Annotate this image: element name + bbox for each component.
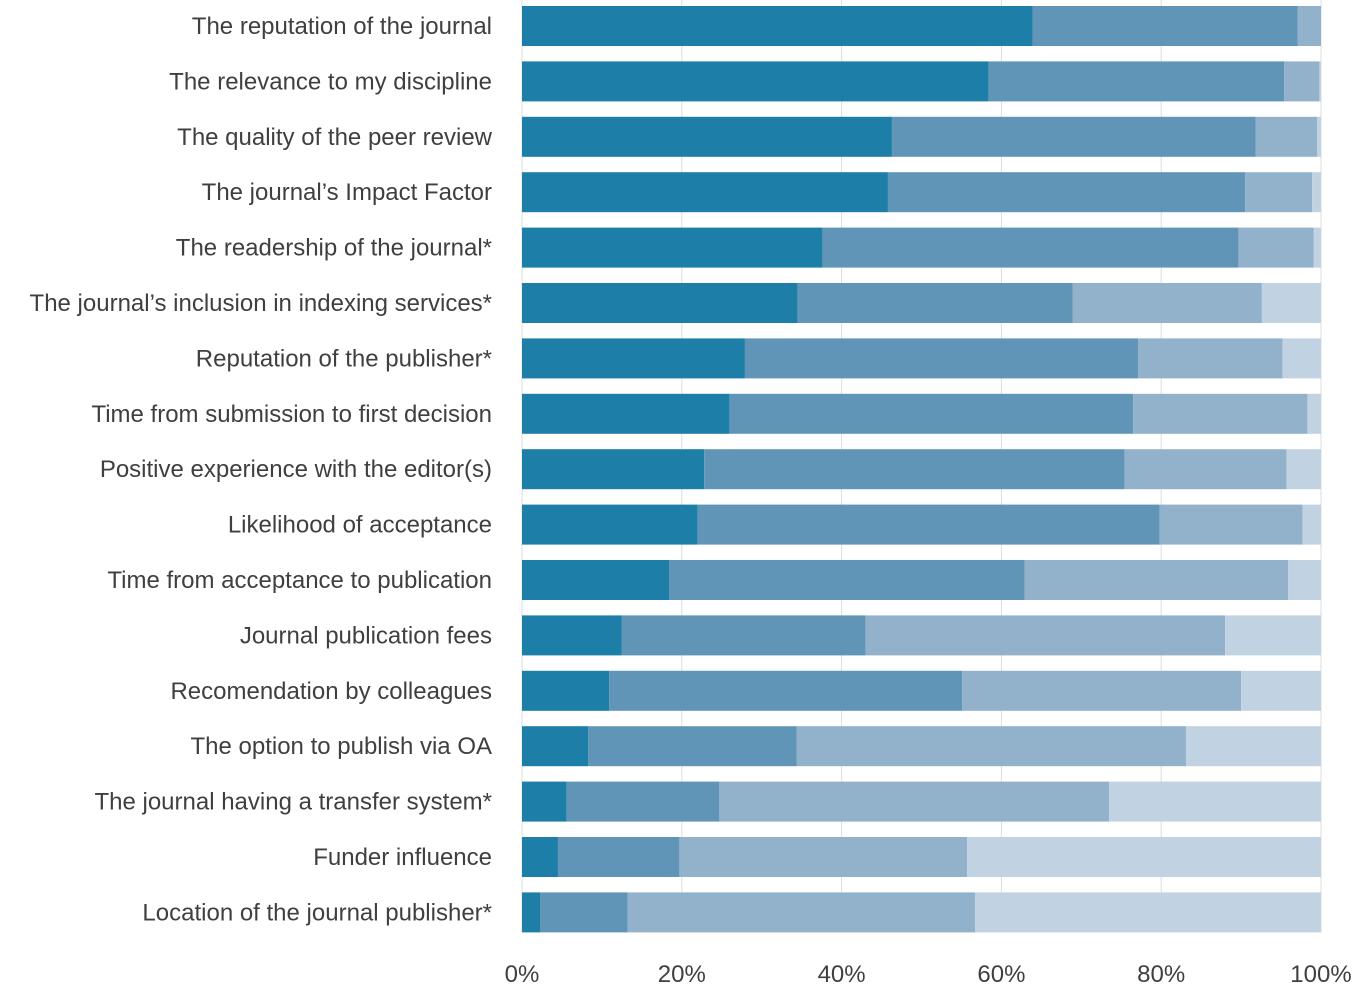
bar-segment-row13-series0 bbox=[522, 726, 589, 767]
bar-segment-row13-series3 bbox=[1185, 726, 1321, 767]
x-tick-label-0: 0% bbox=[505, 961, 540, 984]
category-label-12: Recomendation by colleagues bbox=[170, 678, 492, 705]
bar-segment-row16-series0 bbox=[522, 892, 541, 933]
bar-segment-row10-series1 bbox=[669, 560, 1025, 600]
bar-segment-row7-series0 bbox=[522, 393, 730, 434]
bar-segment-row4-series3 bbox=[1313, 227, 1321, 268]
bar-segment-row6-series1 bbox=[744, 338, 1139, 379]
bar-segment-row7-series1 bbox=[729, 393, 1134, 434]
x-tick-label-4: 80% bbox=[1137, 961, 1185, 984]
bar-segment-row15-series0 bbox=[522, 837, 558, 877]
bar-segment-row13-series1 bbox=[588, 726, 797, 767]
bar-segment-row4-series2 bbox=[1238, 227, 1314, 268]
bar-segment-row11-series1 bbox=[621, 615, 866, 656]
category-label-4: The readership of the journal* bbox=[176, 235, 492, 262]
category-label-1: The relevance to my discipline bbox=[169, 68, 492, 95]
bar-segment-row6-series0 bbox=[522, 338, 745, 379]
bar-segment-row14-series3 bbox=[1109, 781, 1321, 822]
bar-segment-row9-series0 bbox=[522, 504, 698, 545]
x-tick-label-2: 40% bbox=[818, 961, 866, 984]
category-label-3: The journal’s Impact Factor bbox=[202, 179, 492, 206]
bar-segment-row15-series2 bbox=[679, 837, 968, 877]
x-tick-label-5: 100% bbox=[1290, 961, 1351, 984]
bar-segment-row1-series1 bbox=[988, 61, 1285, 102]
category-label-16: Location of the journal publisher* bbox=[142, 899, 492, 926]
bar-segment-row12-series2 bbox=[962, 670, 1242, 711]
bar-segment-row11-series3 bbox=[1225, 615, 1321, 656]
bar-segment-row3-series2 bbox=[1245, 172, 1313, 213]
bar-segment-row9-series1 bbox=[697, 504, 1160, 545]
bar-segment-row5-series2 bbox=[1072, 283, 1262, 323]
bar-segment-row15-series1 bbox=[557, 837, 680, 877]
bar-segment-row12-series1 bbox=[609, 670, 963, 711]
category-label-7: Time from submission to first decision bbox=[91, 401, 492, 428]
bar-segment-row14-series1 bbox=[566, 781, 720, 822]
category-label-14: The journal having a transfer system* bbox=[94, 789, 492, 816]
bar-segment-row14-series0 bbox=[522, 781, 567, 822]
bars bbox=[522, 6, 1321, 933]
bar-segment-row16-series2 bbox=[627, 892, 976, 933]
category-label-5: The journal’s inclusion in indexing serv… bbox=[30, 290, 492, 317]
bar-segment-row5-series1 bbox=[797, 283, 1073, 323]
bar-segment-row2-series1 bbox=[891, 116, 1256, 157]
bar-segment-row3-series3 bbox=[1312, 172, 1321, 213]
x-tick-label-3: 60% bbox=[977, 961, 1025, 984]
bar-segment-row8-series0 bbox=[522, 449, 705, 490]
bar-segment-row6-series2 bbox=[1138, 338, 1283, 379]
x-axis-ticks: 0% 20% 40% 60% 80% 100% bbox=[505, 961, 1352, 984]
bar-segment-row1-series2 bbox=[1284, 61, 1320, 102]
bar-segment-row5-series0 bbox=[522, 283, 798, 323]
bar-segment-row16-series3 bbox=[975, 892, 1321, 933]
bar-segment-row11-series2 bbox=[865, 615, 1226, 656]
bar-segment-row1-series0 bbox=[522, 61, 989, 102]
bar-segment-row14-series2 bbox=[719, 781, 1110, 822]
category-label-9: Likelihood of acceptance bbox=[228, 512, 492, 539]
bar-segment-row6-series3 bbox=[1282, 338, 1321, 379]
category-label-13: The option to publish via OA bbox=[190, 733, 492, 760]
category-label-6: Reputation of the publisher* bbox=[196, 345, 492, 372]
category-label-0: The reputation of the journal bbox=[192, 13, 492, 40]
bar-segment-row16-series1 bbox=[540, 892, 628, 933]
bar-segment-row12-series0 bbox=[522, 670, 610, 711]
category-label-2: The quality of the peer review bbox=[177, 124, 493, 151]
bar-segment-row13-series2 bbox=[796, 726, 1186, 767]
category-labels: The reputation of the journal The relevan… bbox=[30, 13, 493, 926]
bar-segment-row9-series3 bbox=[1302, 504, 1321, 545]
bar-segment-row4-series0 bbox=[522, 227, 823, 268]
bar-segment-row9-series2 bbox=[1159, 504, 1303, 545]
bar-segment-row8-series2 bbox=[1124, 449, 1287, 490]
bar-segment-row5-series3 bbox=[1261, 283, 1321, 323]
bar-segment-row4-series1 bbox=[822, 227, 1239, 268]
bar-segment-row1-series3 bbox=[1319, 61, 1321, 102]
bar-segment-row8-series1 bbox=[704, 449, 1125, 490]
bar-segment-row2-series3 bbox=[1317, 116, 1321, 157]
bar-segment-row0-series2 bbox=[1297, 6, 1321, 46]
category-label-11: Journal publication fees bbox=[240, 622, 492, 649]
bar-segment-row0-series0 bbox=[522, 6, 1033, 46]
x-tick-label-1: 20% bbox=[658, 961, 706, 984]
bar-segment-row7-series2 bbox=[1133, 393, 1308, 434]
bar-segment-row11-series0 bbox=[522, 615, 622, 656]
bar-segment-row15-series3 bbox=[967, 837, 1321, 877]
category-label-10: Time from acceptance to publication bbox=[107, 567, 492, 594]
bar-segment-row8-series3 bbox=[1286, 449, 1321, 490]
bar-segment-row10-series2 bbox=[1024, 560, 1289, 600]
category-label-15: Funder influence bbox=[313, 844, 492, 871]
bar-segment-row3-series1 bbox=[887, 172, 1246, 213]
bar-segment-row7-series3 bbox=[1307, 393, 1321, 434]
bar-segment-row0-series1 bbox=[1032, 6, 1298, 46]
bar-segment-row2-series2 bbox=[1255, 116, 1318, 157]
bar-segment-row3-series0 bbox=[522, 172, 888, 213]
bar-segment-row10-series3 bbox=[1288, 560, 1321, 600]
bar-segment-row12-series3 bbox=[1241, 670, 1321, 711]
bar-segment-row2-series0 bbox=[522, 116, 892, 157]
category-label-8: Positive experience with the editor(s) bbox=[100, 456, 492, 483]
bar-segment-row10-series0 bbox=[522, 560, 670, 600]
